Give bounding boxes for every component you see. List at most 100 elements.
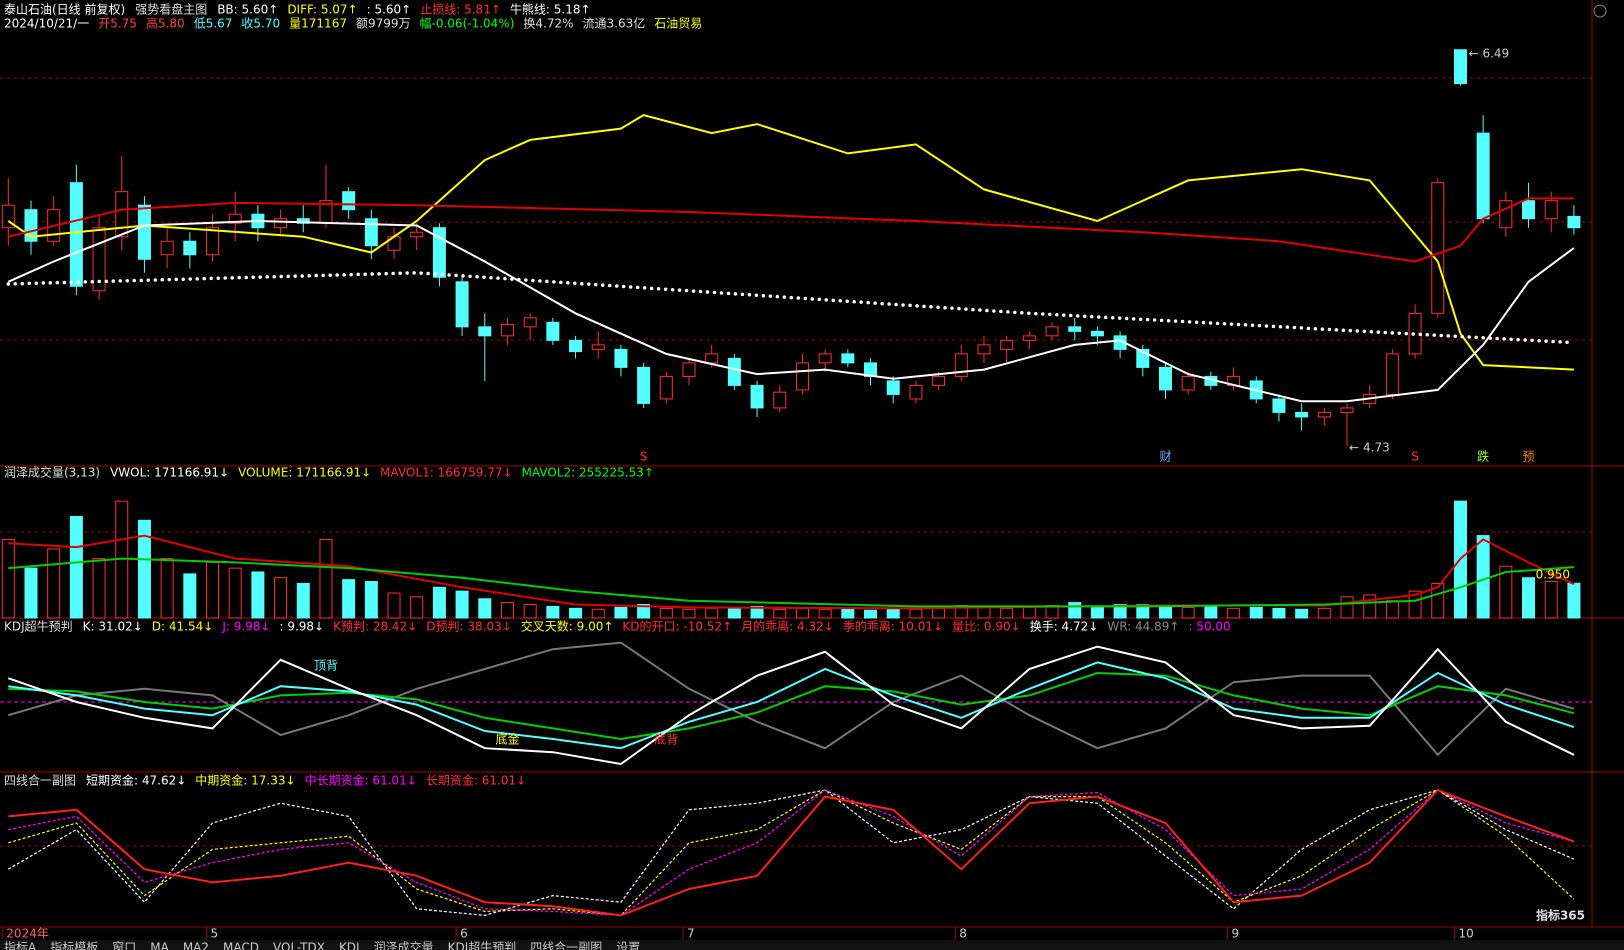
legend-item: 长期资金: 61.01↓ — [426, 773, 526, 788]
legend-item: 交叉天数: 9.00↑ — [521, 619, 614, 634]
volume-bar — [841, 607, 855, 619]
volume-bar — [909, 608, 923, 619]
frame — [0, 0, 1624, 928]
candle-body — [1181, 375, 1195, 391]
legend-item: 量比: 0.90↓ — [952, 620, 1021, 634]
volume-bar — [1317, 607, 1331, 619]
volume-bar — [1000, 607, 1014, 619]
month-label: 2024年 — [6, 927, 49, 941]
candle-body — [24, 209, 38, 242]
volume-bar — [478, 598, 492, 619]
volume-bar — [410, 596, 424, 619]
legend-item: BB: 5.60↑ — [217, 3, 278, 17]
volume-bar — [1227, 607, 1241, 619]
volume-bar — [1340, 596, 1354, 619]
legend-item: 短期资金: 47.62↓ — [86, 773, 186, 788]
legend-item: 换4.72% — [523, 17, 573, 31]
month-label: 8 — [959, 927, 967, 941]
legend-item: 量171167 — [289, 17, 347, 31]
legend-item: : 50.00 — [1188, 620, 1230, 634]
legend-item: 幅-0.06(-1.04%) — [420, 16, 515, 31]
tab[interactable]: KDJ — [339, 941, 360, 950]
candle-body — [750, 384, 764, 409]
legend-item: 中期资金: 17.33↓ — [195, 773, 295, 788]
volume-bar — [705, 607, 719, 619]
candle-body — [705, 353, 719, 364]
legend-item: D预判: 38.03↓ — [426, 620, 512, 634]
candle-body — [1158, 366, 1172, 391]
legend-item: WR: 44.89↑ — [1107, 620, 1179, 634]
tab[interactable]: 指标A — [4, 940, 37, 950]
series-line — [8, 641, 1575, 757]
candle-body — [1090, 330, 1104, 337]
tab[interactable]: MA2 — [183, 941, 209, 950]
legend-item: D: 41.54↓ — [152, 620, 214, 634]
tab[interactable]: 窗口 — [112, 941, 136, 950]
panel-title: KDJ超牛预判 — [4, 619, 73, 634]
tab[interactable]: 润泽成交量 — [374, 940, 434, 950]
volume-bar — [47, 548, 61, 619]
tab[interactable]: 指标模板 — [50, 940, 98, 950]
candle-body — [364, 218, 378, 247]
indicator-line — [8, 197, 1574, 263]
signal: S — [1411, 450, 1419, 464]
candle-body — [410, 231, 424, 238]
volume-bar — [1158, 604, 1172, 619]
volume-bar — [1113, 604, 1127, 619]
volume-bar — [818, 608, 832, 619]
volume-bar — [342, 579, 356, 619]
legend-item: K预判: 28.42↓ — [333, 620, 417, 634]
signal: S — [640, 450, 648, 464]
panel-title: 强势看盘主图 — [135, 2, 207, 17]
volume-bar — [864, 609, 878, 619]
legend-item: MAVOL2: 255225.53↑ — [522, 466, 654, 480]
volume-bar — [1567, 582, 1581, 619]
candle-body — [977, 344, 991, 355]
volume-bar — [160, 558, 174, 619]
volume-bar — [1249, 606, 1263, 619]
volume-bar — [614, 606, 628, 619]
signal: 底金 — [495, 732, 519, 747]
candle-body — [1476, 132, 1490, 220]
tab[interactable]: 设置 — [616, 941, 640, 950]
signal: 顶背 — [314, 659, 338, 673]
candle-body — [160, 240, 174, 256]
candle-body — [1000, 339, 1014, 350]
tab[interactable]: 四线合一副图 — [530, 940, 602, 950]
month-label: 7 — [687, 927, 695, 941]
candle-body — [455, 281, 469, 328]
legend-item: 止损线: 5.81↑ — [420, 3, 501, 17]
candle-body — [274, 218, 288, 229]
candle-body — [546, 321, 560, 341]
watermark: 指标365 — [1536, 908, 1585, 923]
volume-bar — [727, 606, 741, 619]
tab[interactable]: VOL-TDX — [273, 941, 325, 950]
volume-bar — [1522, 577, 1536, 619]
legend-item: 流通3.63亿 — [583, 16, 646, 31]
tab[interactable]: KDJ超牛预判 — [448, 940, 517, 950]
legend-item: : 5.60↑ — [367, 3, 412, 17]
candle-body — [1544, 200, 1558, 220]
volume-bar — [1408, 590, 1422, 619]
legend-item: VWOL: 171166.91↓ — [110, 466, 229, 480]
candle-body — [1431, 182, 1445, 314]
tab[interactable]: MACD — [223, 941, 259, 950]
settings-icon[interactable] — [1593, 4, 1607, 18]
candle-body — [137, 204, 151, 260]
volume-bar — [387, 592, 401, 619]
volume-bar — [251, 571, 265, 619]
series-line — [7, 645, 1575, 766]
volume-bar — [1022, 606, 1036, 619]
tab-bar — [0, 940, 1624, 950]
volume-bar — [137, 519, 151, 619]
legend-item: VOLUME: 171166.91↓ — [238, 466, 371, 480]
legend-item: K: 31.02↓ — [83, 620, 143, 634]
candle-body — [1272, 398, 1286, 413]
tab[interactable]: MA — [150, 941, 169, 950]
volume-bar — [795, 607, 809, 619]
mavol-line — [8, 534, 1575, 610]
legend-item: 高5.80 — [146, 16, 185, 31]
candle-body — [637, 366, 651, 404]
volume-bar — [637, 604, 651, 619]
